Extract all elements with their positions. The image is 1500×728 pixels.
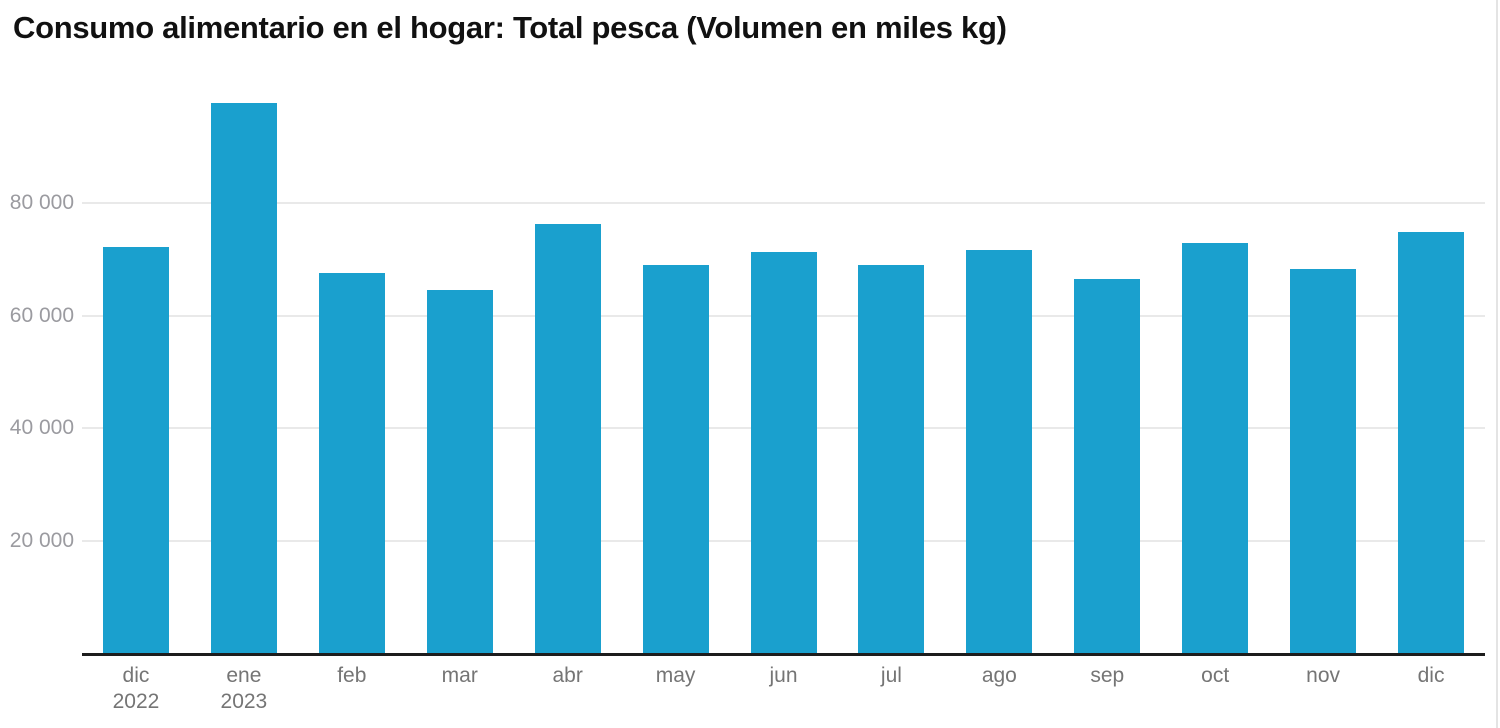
x-tick-month: feb xyxy=(337,664,367,687)
bar-abr[interactable] xyxy=(534,223,601,653)
bar-ago[interactable] xyxy=(966,250,1033,653)
bar-oct[interactable] xyxy=(1182,242,1249,653)
x-axis-tick-label-feb: feb xyxy=(298,663,406,689)
y-axis-tick-label: 80 000 xyxy=(9,191,74,214)
x-tick-year: 2023 xyxy=(220,690,268,713)
right-edge-line xyxy=(1496,0,1498,728)
y-axis-tick-label: 40 000 xyxy=(9,416,74,439)
x-tick-month: oct xyxy=(1201,664,1230,687)
x-tick-month: dic xyxy=(122,664,150,687)
x-axis-line xyxy=(82,653,1485,656)
x-axis-tick-label-jun: jun xyxy=(730,663,838,689)
x-tick-month: jul xyxy=(880,664,902,687)
x-tick-month: mar xyxy=(441,664,478,687)
x-axis-tick-label-jul: jul xyxy=(837,663,945,689)
bar-feb[interactable] xyxy=(318,272,385,653)
y-axis-tick-label: 20 000 xyxy=(9,528,74,552)
bar-ene-2023[interactable] xyxy=(210,102,277,653)
gridline xyxy=(82,202,1485,204)
x-tick-month: abr xyxy=(552,664,583,687)
bar-nov[interactable] xyxy=(1290,268,1357,653)
bar-jul[interactable] xyxy=(858,264,925,653)
bar-jun[interactable] xyxy=(750,251,817,653)
x-axis-tick-label-ago: ago xyxy=(945,663,1053,689)
bar-may[interactable] xyxy=(642,264,709,653)
x-tick-month: sep xyxy=(1090,664,1125,687)
chart-title: Consumo alimentario en el hogar: Total p… xyxy=(13,10,1007,45)
x-axis-tick-label-abr: abr xyxy=(514,663,622,689)
x-tick-month: nov xyxy=(1306,664,1341,687)
x-tick-month: ago xyxy=(981,664,1017,687)
x-axis-tick-label-mar: mar xyxy=(406,663,514,689)
x-axis-tick-label-ene-2023: ene 2023 xyxy=(190,663,298,715)
x-tick-year: 2022 xyxy=(112,690,160,713)
bar-sep[interactable] xyxy=(1074,278,1141,653)
x-axis-tick-label-dic-2022: dic 2022 xyxy=(82,663,190,715)
x-tick-month: ene xyxy=(226,664,262,687)
bar-dic[interactable] xyxy=(1398,231,1465,653)
x-axis-tick-label-dic: dic xyxy=(1377,663,1485,689)
x-axis-tick-label-nov: nov xyxy=(1269,663,1377,689)
x-axis-tick-label-oct: oct xyxy=(1161,663,1269,689)
bar-mar[interactable] xyxy=(426,290,493,653)
x-axis-tick-label-may: may xyxy=(622,663,730,689)
bar-dic-2022[interactable] xyxy=(102,246,169,653)
x-tick-month: dic xyxy=(1417,664,1445,687)
y-axis-tick-label: 60 000 xyxy=(9,303,74,327)
x-tick-month: jun xyxy=(769,664,798,687)
x-tick-month: may xyxy=(655,664,696,687)
x-axis-tick-label-sep: sep xyxy=(1053,663,1161,689)
